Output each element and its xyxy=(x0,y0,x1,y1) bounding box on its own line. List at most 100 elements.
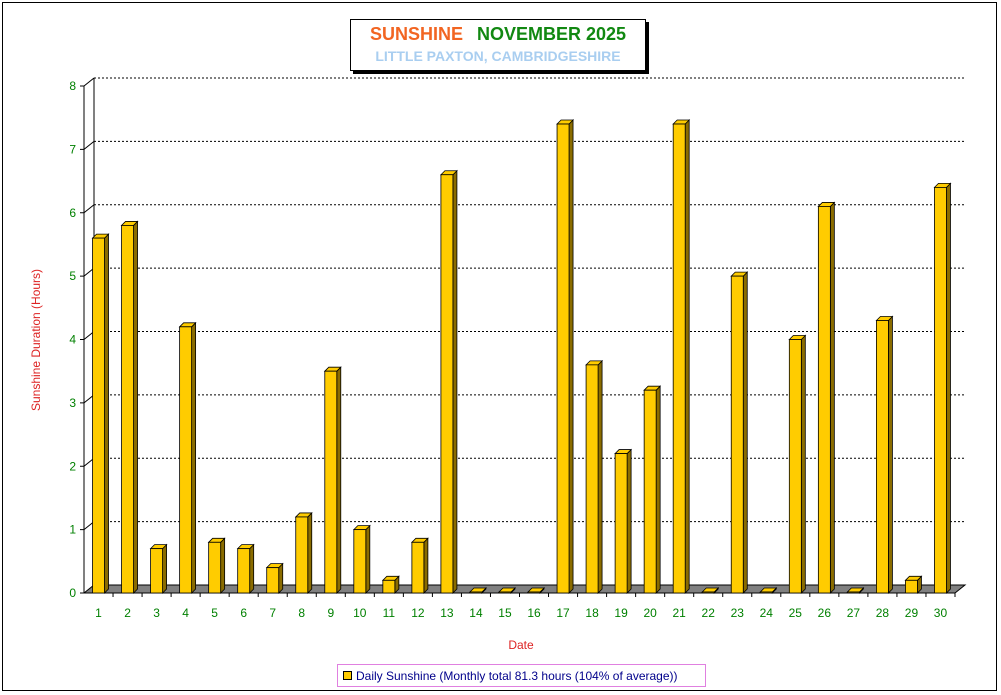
x-tick-label: 4 xyxy=(182,606,189,620)
title-month: NOVEMBER 2025 xyxy=(476,24,627,44)
y-tick-label: 8 xyxy=(69,79,76,93)
bar xyxy=(468,587,487,594)
bar-front xyxy=(353,529,367,594)
bar-front xyxy=(556,123,570,594)
bar xyxy=(846,587,865,594)
y-tick-label: 1 xyxy=(69,523,76,537)
x-tick-label: 5 xyxy=(211,606,218,620)
x-tick-label: 8 xyxy=(298,606,305,620)
bar-front xyxy=(585,364,599,594)
bar-front xyxy=(469,591,483,594)
bar xyxy=(410,537,429,594)
x-tick-label: 27 xyxy=(847,606,861,620)
bar-side xyxy=(888,315,893,594)
legend-swatch xyxy=(343,671,352,680)
gridline-diagonal xyxy=(83,140,95,150)
bar-front xyxy=(295,516,309,594)
x-tick-label: 15 xyxy=(498,606,512,620)
x-tick-label: 24 xyxy=(760,606,774,620)
bar xyxy=(381,575,400,594)
bar xyxy=(875,315,894,594)
x-tick-label: 22 xyxy=(702,606,716,620)
title-sunshine: SUNSHINE xyxy=(369,24,463,44)
bar-side xyxy=(278,562,284,594)
bar-front xyxy=(876,320,889,594)
x-tick-label: 26 xyxy=(818,606,832,620)
bar xyxy=(614,448,633,594)
bar-side xyxy=(104,233,109,594)
bar-front xyxy=(905,579,918,594)
bar xyxy=(91,233,110,594)
bar-side xyxy=(133,220,138,594)
x-tick-label: 16 xyxy=(527,606,541,620)
bar-front xyxy=(440,174,454,594)
bar-front xyxy=(121,225,134,594)
bar-side xyxy=(655,385,661,594)
bar-front xyxy=(324,370,338,594)
bar-front xyxy=(759,591,773,594)
x-tick-label: 19 xyxy=(614,606,628,620)
bar-front xyxy=(179,326,193,594)
bar-front xyxy=(643,389,657,594)
y-tick-label: 6 xyxy=(69,206,76,220)
x-tick-label: 11 xyxy=(383,606,396,620)
x-tick-label: 17 xyxy=(556,606,570,620)
bar xyxy=(933,182,952,594)
bar xyxy=(323,366,342,594)
x-tick-label: 12 xyxy=(411,606,425,620)
bar xyxy=(817,201,836,594)
chart-subtitle: LITTLE PAXTON, CAMBRIDGESHIRE xyxy=(375,48,621,64)
bar-side xyxy=(829,201,835,594)
y-tick-label: 7 xyxy=(69,142,76,156)
bar-front xyxy=(788,339,802,594)
x-tick-label: 21 xyxy=(673,606,687,620)
bar-front xyxy=(92,237,105,594)
y-tick-label: 2 xyxy=(69,459,76,473)
x-tick-label: 20 xyxy=(643,606,657,620)
bar-front xyxy=(208,541,222,594)
bar-side xyxy=(626,448,632,594)
bar-front xyxy=(266,567,280,594)
bar-front xyxy=(237,548,251,594)
y-tick-label: 5 xyxy=(69,269,76,283)
x-tick-label: 25 xyxy=(789,606,803,620)
x-axis-label: Date xyxy=(508,638,534,652)
bar xyxy=(294,511,313,594)
bar xyxy=(904,575,923,594)
x-tick-label: 7 xyxy=(269,606,276,620)
x-tick-label: 14 xyxy=(469,606,483,620)
bar-front xyxy=(614,453,628,594)
legend-label: Daily Sunshine (Monthly total 81.3 hours… xyxy=(356,668,678,683)
bar-side xyxy=(597,359,603,594)
bar xyxy=(178,321,197,594)
bar-side xyxy=(946,182,951,594)
bar-side xyxy=(336,366,342,594)
bar xyxy=(556,119,575,594)
bar-side xyxy=(684,119,690,594)
chart-title: SUNSHINE NOVEMBER 2025 xyxy=(351,24,645,45)
bar xyxy=(527,587,545,594)
bar-front xyxy=(411,541,425,594)
bar-front xyxy=(672,123,686,594)
bar-side xyxy=(220,537,226,594)
bar xyxy=(759,587,778,594)
bar-front xyxy=(817,206,831,594)
x-tick-label: 10 xyxy=(353,606,367,620)
bar xyxy=(498,587,516,594)
bar-front xyxy=(934,186,947,594)
x-tick-label: 18 xyxy=(585,606,599,620)
bar-side xyxy=(423,537,429,594)
bar xyxy=(352,524,371,594)
bar-side xyxy=(742,271,748,594)
bar-side xyxy=(800,334,806,594)
x-tick-label: 6 xyxy=(240,606,247,620)
bar-side xyxy=(568,119,574,594)
bar xyxy=(236,543,255,594)
bar xyxy=(120,220,139,594)
bar-side xyxy=(452,169,458,594)
bar-front xyxy=(730,275,744,594)
bar-side xyxy=(162,543,167,594)
